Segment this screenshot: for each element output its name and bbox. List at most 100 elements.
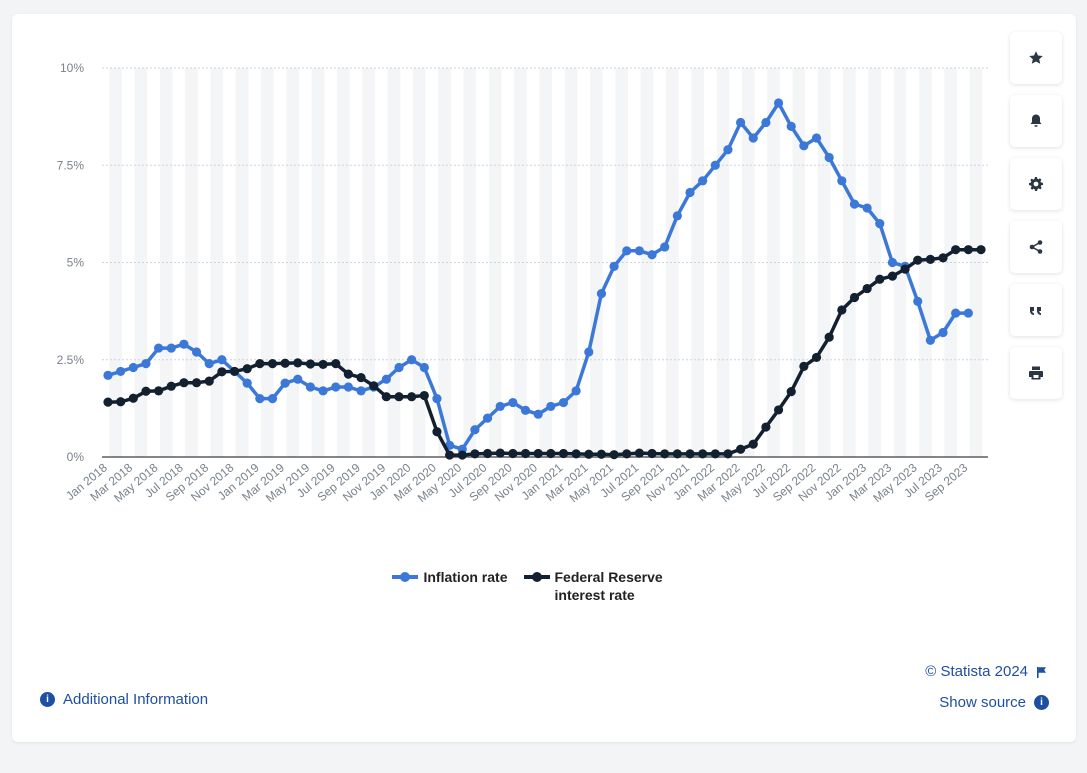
show-source-link[interactable]: Show source i <box>939 694 1049 711</box>
data-point[interactable] <box>394 392 404 402</box>
data-point[interactable] <box>609 261 619 271</box>
data-point[interactable] <box>698 449 708 459</box>
data-point[interactable] <box>900 264 910 274</box>
data-point[interactable] <box>723 449 733 459</box>
data-point[interactable] <box>407 392 417 402</box>
data-point[interactable] <box>369 381 379 391</box>
data-point[interactable] <box>445 450 455 460</box>
data-point[interactable] <box>229 366 240 377</box>
data-point[interactable] <box>533 448 543 459</box>
data-point[interactable] <box>723 145 733 155</box>
data-point[interactable] <box>609 450 619 460</box>
data-point[interactable] <box>508 448 518 459</box>
data-point[interactable] <box>495 401 505 412</box>
data-point[interactable] <box>710 449 720 459</box>
data-point[interactable] <box>520 405 531 415</box>
data-point[interactable] <box>761 117 771 128</box>
data-point[interactable] <box>343 369 353 379</box>
data-point[interactable] <box>571 449 581 459</box>
data-point[interactable] <box>520 448 531 459</box>
data-point[interactable] <box>305 382 316 392</box>
data-point[interactable] <box>191 378 202 388</box>
data-point[interactable] <box>470 449 480 459</box>
data-point[interactable] <box>811 133 822 143</box>
data-point[interactable] <box>685 449 695 459</box>
additional-information-link[interactable]: i Additional Information <box>40 691 208 708</box>
data-point[interactable] <box>419 390 429 401</box>
cite-button[interactable] <box>1010 284 1062 336</box>
data-point[interactable] <box>862 283 872 294</box>
data-point[interactable] <box>584 347 594 357</box>
data-point[interactable] <box>748 133 758 143</box>
data-point[interactable] <box>381 392 391 402</box>
data-point[interactable] <box>558 448 569 459</box>
data-point[interactable] <box>672 449 682 459</box>
data-point[interactable] <box>533 409 543 419</box>
data-point[interactable] <box>280 358 290 368</box>
data-point[interactable] <box>191 347 202 357</box>
data-point[interactable] <box>305 359 316 369</box>
data-point[interactable] <box>217 367 227 377</box>
data-point[interactable] <box>356 373 366 383</box>
data-point[interactable] <box>799 141 809 151</box>
data-point[interactable] <box>242 364 252 374</box>
data-point[interactable] <box>293 374 303 384</box>
data-point[interactable] <box>217 355 227 365</box>
data-point[interactable] <box>584 449 594 459</box>
legend-item-inflation[interactable]: Inflation rate <box>392 568 508 604</box>
data-point[interactable] <box>824 152 834 163</box>
data-point[interactable] <box>432 427 442 437</box>
data-point[interactable] <box>419 362 429 373</box>
data-point[interactable] <box>887 257 898 268</box>
data-point[interactable] <box>622 449 632 459</box>
data-point[interactable] <box>141 386 151 396</box>
data-point[interactable] <box>938 253 948 263</box>
data-point[interactable] <box>849 292 860 303</box>
data-point[interactable] <box>331 382 341 392</box>
data-point[interactable] <box>293 358 303 368</box>
data-point[interactable] <box>976 245 986 255</box>
data-point[interactable] <box>913 255 923 265</box>
data-point[interactable] <box>546 448 556 459</box>
data-point[interactable] <box>204 376 214 386</box>
data-point[interactable] <box>242 378 252 388</box>
data-point[interactable] <box>925 335 935 345</box>
data-point[interactable] <box>482 448 493 459</box>
data-point[interactable] <box>166 381 176 391</box>
data-point[interactable] <box>318 359 328 370</box>
data-point[interactable] <box>179 378 189 388</box>
data-point[interactable] <box>736 444 746 454</box>
data-point[interactable] <box>786 121 796 131</box>
data-point[interactable] <box>647 448 657 459</box>
data-point[interactable] <box>634 448 644 458</box>
data-point[interactable] <box>116 366 126 377</box>
data-point[interactable] <box>862 203 872 213</box>
data-point[interactable] <box>116 397 126 407</box>
data-point[interactable] <box>546 401 556 412</box>
data-point[interactable] <box>761 422 771 432</box>
data-point[interactable] <box>736 117 746 128</box>
data-point[interactable] <box>685 187 695 198</box>
data-point[interactable] <box>255 394 265 404</box>
data-point[interactable] <box>318 386 328 396</box>
data-point[interactable] <box>799 361 809 371</box>
data-point[interactable] <box>204 359 214 369</box>
data-point[interactable] <box>407 355 417 365</box>
data-point[interactable] <box>154 343 164 353</box>
data-point[interactable] <box>267 394 278 404</box>
data-point[interactable] <box>938 327 948 338</box>
data-point[interactable] <box>141 359 151 369</box>
data-point[interactable] <box>103 370 113 380</box>
data-point[interactable] <box>255 359 265 369</box>
data-point[interactable] <box>710 160 720 170</box>
data-point[interactable] <box>356 386 366 396</box>
share-button[interactable] <box>1010 221 1062 273</box>
data-point[interactable] <box>508 397 518 408</box>
data-point[interactable] <box>875 274 885 284</box>
data-point[interactable] <box>103 397 113 407</box>
data-point[interactable] <box>951 308 961 318</box>
data-point[interactable] <box>128 393 138 403</box>
data-point[interactable] <box>698 176 708 186</box>
flag-icon[interactable] <box>1036 666 1047 678</box>
data-point[interactable] <box>824 332 834 342</box>
